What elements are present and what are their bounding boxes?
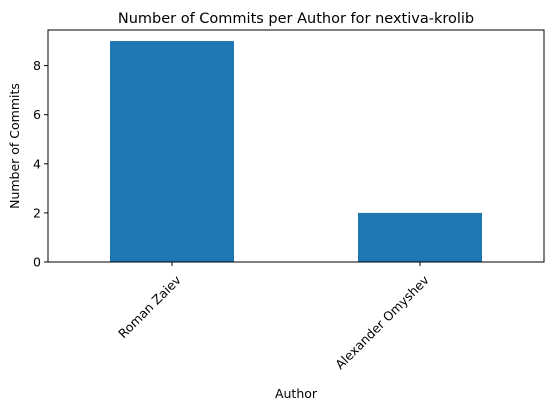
y-tick-label: 8 <box>33 58 41 73</box>
x-axis-label: Author <box>275 386 318 401</box>
x-tick-label: Alexander Omyshev <box>332 272 432 372</box>
chart-title: Number of Commits per Author for nextiva… <box>118 11 474 27</box>
y-tick-label: 6 <box>33 107 41 122</box>
x-tick-label: Roman Zaiev <box>115 272 184 341</box>
bar-roman-zaiev <box>110 41 234 262</box>
plot-frame <box>47 29 545 263</box>
x-axis-ticks: Roman Zaiev Alexander Omyshev <box>115 262 432 372</box>
y-axis-ticks: 0 2 4 6 8 <box>33 58 48 270</box>
y-tick-label: 4 <box>33 156 41 171</box>
y-tick-label: 2 <box>33 205 41 220</box>
y-tick-label: 0 <box>33 255 41 270</box>
y-axis-label: Number of Commits <box>7 83 22 209</box>
bars-group <box>110 41 482 262</box>
bar-alexander-omyshev <box>358 212 482 262</box>
